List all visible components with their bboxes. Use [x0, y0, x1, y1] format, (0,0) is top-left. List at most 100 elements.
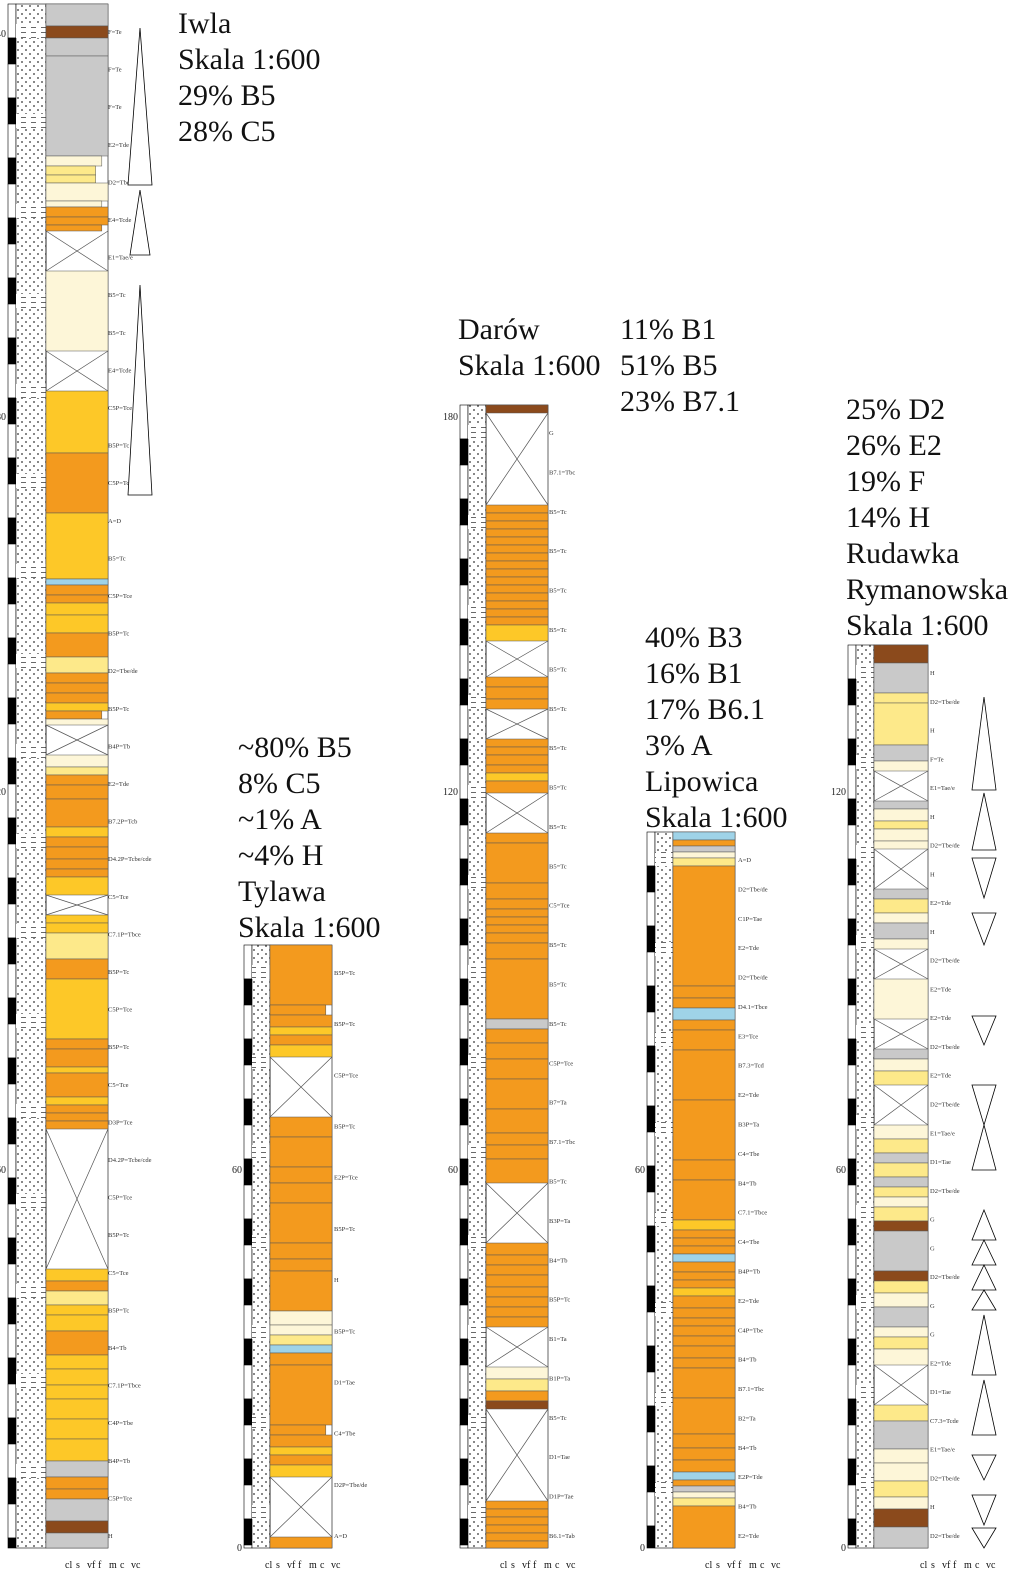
bed-label: C5=Tce	[549, 903, 570, 910]
depth-bar-block	[646, 1165, 656, 1193]
bed	[485, 624, 549, 642]
bed	[485, 576, 549, 586]
depth-bar-block	[243, 944, 253, 980]
shale-band	[655, 1392, 673, 1406]
bed-label: C5=Tce	[108, 894, 129, 901]
bed	[485, 924, 549, 934]
bed-label: E4=Tcde	[108, 217, 132, 224]
depth-tick-label: 60	[0, 1165, 6, 1176]
caption-line: ~80% B5	[238, 731, 352, 764]
depth-bar-block	[243, 1544, 253, 1549]
bed-label: H	[108, 1533, 113, 1540]
depth-bar-block	[847, 884, 857, 920]
depth-bar-block	[459, 1218, 469, 1246]
shale-band	[252, 965, 270, 979]
depth-bar-block	[7, 843, 17, 879]
bed-label: D2=Tbe/de	[930, 1044, 960, 1051]
bed	[485, 1158, 549, 1184]
depth-bar-block	[646, 1071, 656, 1107]
depth-bar-block	[847, 1424, 857, 1460]
bed	[45, 958, 109, 980]
bed-label: C4P=Tbe	[108, 1420, 133, 1427]
depth-bar-block	[646, 1405, 656, 1433]
bed	[269, 1026, 333, 1036]
depth-bar-block	[7, 37, 17, 65]
depth-tick-label: 120	[0, 787, 6, 798]
bed	[485, 616, 549, 626]
bed	[45, 692, 109, 704]
depth-bar-block	[7, 817, 17, 845]
shale-band	[468, 965, 486, 979]
depth-bar-block	[459, 738, 469, 766]
erosion-cross	[873, 948, 929, 980]
bed-label: B4=Tb	[549, 1257, 567, 1264]
bed-label: B7=Ta	[549, 1100, 567, 1107]
depth-bar-block	[7, 757, 17, 785]
bed	[45, 390, 109, 454]
bed	[485, 600, 549, 610]
bed	[45, 846, 109, 860]
depth-bar-block	[459, 464, 469, 500]
bed	[485, 738, 549, 748]
shale-band	[16, 1284, 46, 1298]
depth-bar-block	[7, 277, 17, 305]
bed	[45, 224, 103, 232]
caption-line: 19% F	[846, 465, 926, 498]
bed	[45, 1038, 109, 1050]
depth-bar-block	[847, 1278, 857, 1306]
depth-bar-block	[459, 644, 469, 680]
darow-caption: Darów Skala 1:600	[458, 312, 601, 384]
shale-band	[856, 845, 874, 859]
depth-bar-block	[459, 1338, 469, 1366]
bed	[269, 1044, 333, 1058]
caption-line: 25% D2	[846, 393, 946, 426]
caption-line: Rymanowska	[846, 573, 1009, 606]
bed-label: D2=Tbe/de	[738, 886, 768, 893]
depth-bar-block	[646, 1431, 656, 1467]
bed	[485, 1018, 549, 1030]
depth-tick-label: 120	[443, 787, 458, 798]
bed-label: C4=Tbe	[334, 1431, 355, 1438]
bed	[269, 1034, 333, 1046]
bed	[45, 1384, 109, 1400]
bed-label: F=Te	[108, 67, 122, 74]
bed	[873, 1306, 929, 1328]
grain-size-label: m	[749, 1560, 757, 1571]
bed	[485, 932, 549, 944]
bed	[485, 1532, 549, 1542]
bed-label: C5P=Tce	[334, 1072, 358, 1079]
bed	[45, 656, 109, 674]
bed	[45, 1398, 109, 1420]
depth-tick-label: 60	[836, 1165, 846, 1176]
depth-bar-block	[646, 1225, 656, 1253]
bed-label: B5=Tc	[549, 745, 567, 752]
grain-size-label: vf	[522, 1560, 531, 1571]
bed	[672, 1471, 736, 1481]
bed	[485, 1254, 549, 1266]
bed-label: D2=Tbe/de	[930, 1274, 960, 1281]
depth-bar-block	[646, 1045, 656, 1073]
grain-size-label: s	[931, 1560, 935, 1571]
bed-label: C4P=Tbe	[738, 1327, 763, 1334]
bed	[45, 922, 109, 934]
depth-bar-block	[847, 1338, 857, 1366]
bed	[672, 1019, 736, 1031]
shale-band	[16, 744, 46, 758]
depth-bar-block	[7, 577, 17, 605]
bed	[45, 155, 103, 167]
bed	[873, 692, 929, 704]
depth-bar-block	[459, 798, 469, 826]
bed	[45, 1488, 109, 1500]
grain-size-label: m	[309, 1560, 317, 1571]
bed	[45, 1104, 109, 1114]
bed	[45, 1072, 109, 1098]
shale-band	[856, 1205, 874, 1219]
iwla-caption: Iwla Skala 1:600 29% B5 28% C5	[178, 6, 321, 150]
caption-line: 8% C5	[238, 767, 321, 800]
depth-bar-block	[459, 918, 469, 946]
shale-band	[16, 114, 46, 128]
bed	[485, 1400, 549, 1410]
bed	[485, 958, 549, 1020]
bed	[672, 1237, 736, 1247]
bed	[672, 831, 736, 841]
